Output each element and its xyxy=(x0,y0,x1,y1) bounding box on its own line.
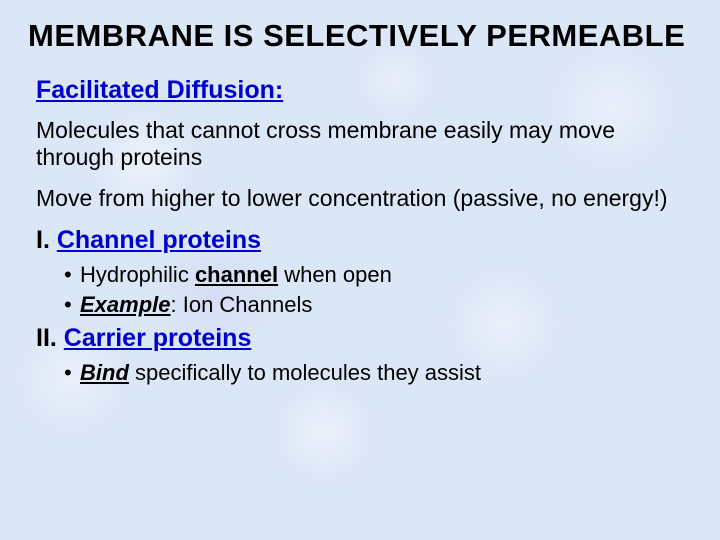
bullet-icon: • xyxy=(64,291,80,319)
section-2-title: Carrier proteins xyxy=(64,324,252,352)
bullet-icon: • xyxy=(64,359,80,387)
bullet-bind-molecules: •Bind specifically to molecules they ass… xyxy=(64,359,692,387)
section-2-bullets: •Bind specifically to molecules they ass… xyxy=(64,359,692,387)
section-1-number: I. xyxy=(36,226,57,254)
bullet-text-underlined: channel xyxy=(195,262,278,287)
bullet-example-ion-channels: •Example: Ion Channels xyxy=(64,291,692,319)
bullet-text-post: : Ion Channels xyxy=(171,292,313,317)
bullet-hydrophilic-channel: •Hydrophilic channel when open xyxy=(64,261,692,289)
bullet-text-post: specifically to molecules they assist xyxy=(129,360,481,385)
subheading-facilitated-diffusion: Facilitated Diffusion: xyxy=(36,76,692,105)
bullet-text-pre: Hydrophilic xyxy=(80,262,195,287)
bullet-text-post: when open xyxy=(278,262,392,287)
section-1-title: Channel proteins xyxy=(57,226,261,254)
section-1-heading: I. Channel proteins xyxy=(36,226,692,255)
section-1-bullets: •Hydrophilic channel when open •Example:… xyxy=(64,261,692,318)
bullet-text-bold: Bind xyxy=(80,360,129,385)
section-2-number: II. xyxy=(36,324,64,352)
slide-title: MEMBRANE IS SELECTIVELY PERMEABLE xyxy=(28,18,692,54)
paragraph-2: Move from higher to lower concentration … xyxy=(36,185,692,212)
paragraph-1: Molecules that cannot cross membrane eas… xyxy=(36,117,692,171)
bullet-icon: • xyxy=(64,261,80,289)
bullet-text-bold: Example xyxy=(80,292,171,317)
section-2-heading: II. Carrier proteins xyxy=(36,324,692,353)
subheading-text: Facilitated Diffusion: xyxy=(36,76,283,104)
